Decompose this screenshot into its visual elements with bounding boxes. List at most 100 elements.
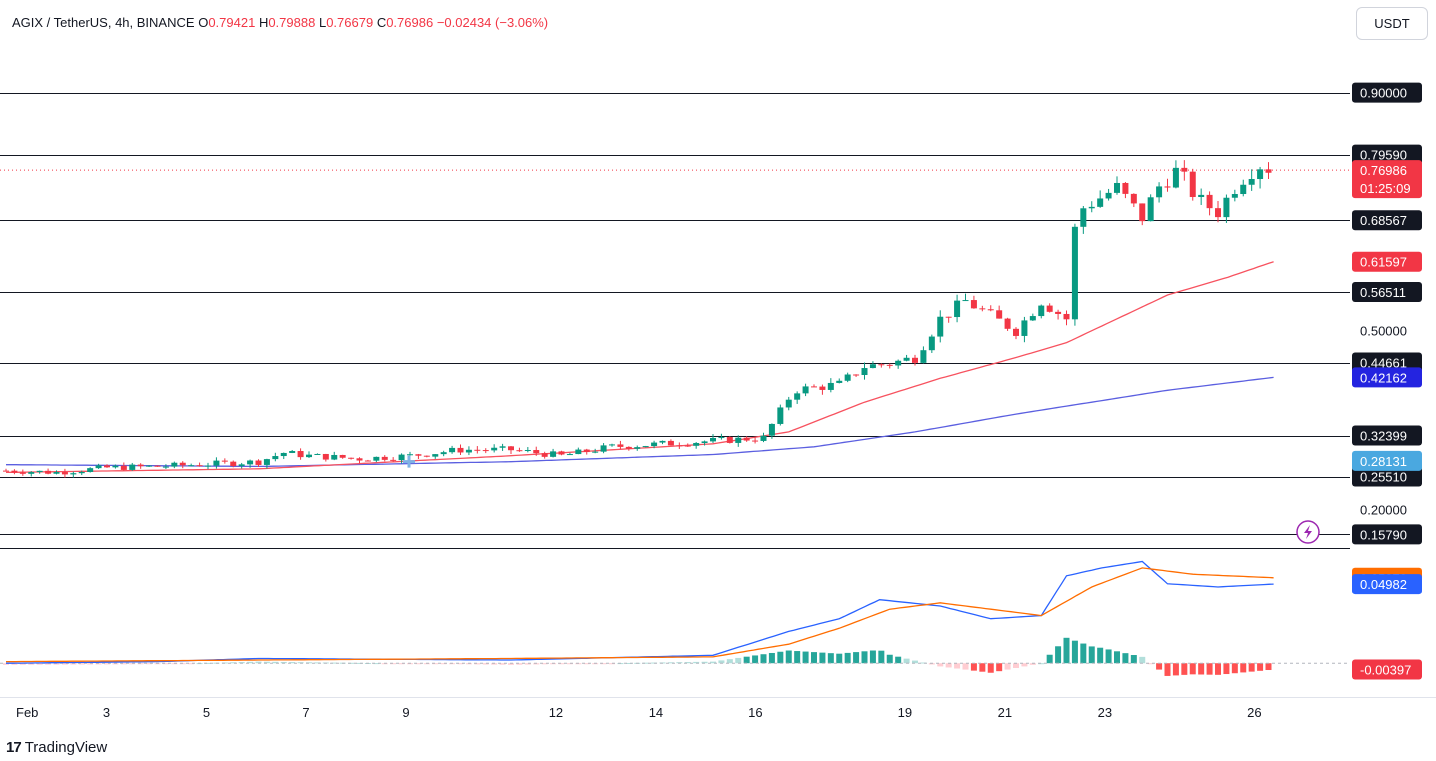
candle-body <box>474 449 481 451</box>
candle-body <box>1139 203 1146 222</box>
candle-body <box>760 435 767 441</box>
tradingview-name: TradingView <box>24 739 108 756</box>
macd-histogram-bar <box>238 662 245 664</box>
candle-body <box>794 393 801 400</box>
macd-histogram-bar <box>752 655 759 664</box>
macd-histogram-bar <box>878 650 885 664</box>
macd-histogram-bar <box>112 663 119 665</box>
macd-histogram-bar <box>1257 663 1264 671</box>
candle-body <box>1130 193 1137 204</box>
macd-histogram-bar <box>1215 663 1221 675</box>
macd-histogram-bar <box>390 663 397 665</box>
macd-histogram-bar <box>499 663 506 665</box>
candle-body <box>1223 197 1230 218</box>
ema-value-label: 0.61597 <box>1360 255 1407 270</box>
candle-body <box>205 465 211 467</box>
time-axis-label: 23 <box>1098 705 1112 720</box>
macd-histogram-bar <box>1248 663 1255 672</box>
macd-histogram-bar <box>524 663 531 665</box>
candle-body <box>314 453 321 455</box>
macd-value-label: 0.04982 <box>1360 577 1407 592</box>
macd-histogram-bar <box>263 661 270 664</box>
ema-slow-line <box>6 376 1274 468</box>
candle-body <box>1164 186 1171 188</box>
level-price-label: 0.32399 <box>1360 429 1407 444</box>
candle-body <box>95 465 102 469</box>
candle-body <box>364 460 371 462</box>
macd-histogram-bar <box>1071 640 1078 664</box>
candle-body <box>785 399 792 408</box>
level-price-label-background <box>1352 82 1422 103</box>
macd-histogram-bar <box>768 652 775 664</box>
macd-histogram-bar <box>247 661 254 664</box>
macd-histogram-bar <box>533 663 540 665</box>
time-axis-label: 9 <box>402 705 409 720</box>
macd-histogram-bar <box>979 663 986 672</box>
candle-body <box>625 446 632 449</box>
macd-histogram-bar <box>432 663 439 665</box>
macd-histogram-bar <box>11 663 18 665</box>
macd-histogram-bar <box>937 663 944 667</box>
candle-body <box>1038 305 1045 317</box>
candle-body <box>230 461 237 466</box>
candle-body <box>524 450 531 452</box>
candle-body <box>432 454 439 457</box>
time-axis-label: Feb <box>16 705 38 720</box>
level-price-label-background <box>1352 210 1422 231</box>
candle-body <box>895 360 902 366</box>
macd-histogram-bar <box>1021 663 1028 667</box>
candle-body <box>491 447 498 451</box>
candle-body <box>146 465 153 467</box>
macd-histogram-bar <box>61 663 68 665</box>
candle-body <box>381 456 388 460</box>
macd-histogram-bar <box>642 662 649 664</box>
macd-value-label: -0.00397 <box>1360 663 1411 678</box>
macd-histogram-bar <box>491 663 498 665</box>
candle-body <box>996 310 1003 319</box>
macd-histogram-bar <box>1139 656 1146 664</box>
macd-histogram-bar <box>457 663 464 665</box>
macd-histogram-bar <box>701 661 708 664</box>
macd-histogram-bar <box>1206 663 1213 675</box>
candle-body <box>928 336 935 351</box>
candle-body <box>1080 208 1087 227</box>
macd-histogram-bar <box>1004 663 1011 670</box>
ema-value-label-background <box>1352 367 1422 388</box>
macd-histogram-bar <box>1029 663 1036 665</box>
macd-histogram-bar <box>962 663 969 670</box>
low-label: L <box>318 15 327 30</box>
macd-histogram-bar <box>844 652 851 664</box>
macd-signal-line <box>6 567 1274 663</box>
macd-histogram-bar <box>465 663 472 665</box>
macd-histogram-bar <box>415 663 422 665</box>
macd-histogram-bar <box>667 662 674 664</box>
candle-body <box>659 440 666 443</box>
candle-body <box>726 437 733 443</box>
candle-body <box>263 459 270 465</box>
open-label: O <box>198 15 209 30</box>
candle-body <box>1063 313 1070 320</box>
candle-body <box>1265 169 1272 173</box>
macd-value-label-background <box>1352 574 1422 595</box>
candle-body <box>1231 194 1238 198</box>
macd-histogram-bar <box>684 662 691 664</box>
macd-histogram-bar <box>1164 663 1171 676</box>
macd-histogram-bar <box>3 663 9 665</box>
time-axis-label: 26 <box>1247 705 1261 720</box>
macd-histogram-bar <box>1181 663 1188 675</box>
level-price-label-background <box>1352 524 1422 545</box>
macd-histogram-bar <box>735 657 742 664</box>
macd-histogram-bar <box>1055 646 1062 664</box>
tradingview-brand[interactable]: 17 TradingView <box>6 739 107 756</box>
level-price-label: 0.79590 <box>1360 148 1407 163</box>
macd-histogram-bar <box>1122 653 1129 664</box>
candle-body <box>827 382 834 390</box>
macd-histogram-bar <box>1231 663 1238 674</box>
macd-histogram-bar <box>912 660 918 664</box>
candle-body <box>87 468 94 472</box>
candle-body <box>1055 311 1062 314</box>
macd-histogram-bar <box>785 650 792 664</box>
macd-histogram-bar <box>129 663 136 665</box>
currency-button[interactable]: USDT <box>1356 7 1428 40</box>
